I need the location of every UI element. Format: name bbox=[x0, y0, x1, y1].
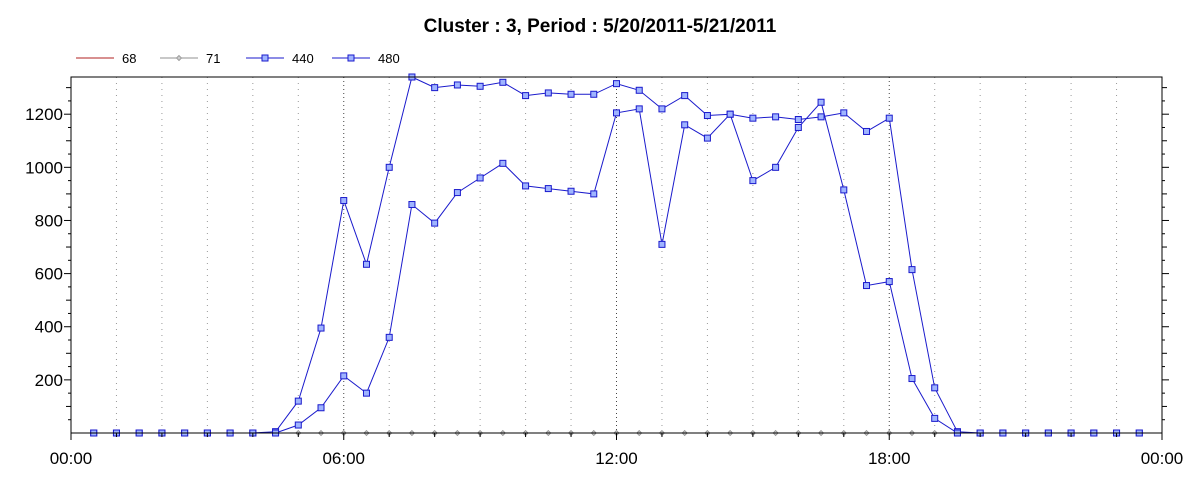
data-point-480 bbox=[476, 174, 484, 182]
data-point-440 bbox=[522, 92, 530, 100]
data-point-480 bbox=[431, 219, 439, 227]
x-tick-label: 06:00 bbox=[322, 449, 365, 468]
data-point-480 bbox=[908, 375, 916, 383]
chart-title: Cluster : 3, Period : 5/20/2011-5/21/201… bbox=[424, 16, 777, 37]
data-point-440 bbox=[885, 114, 893, 122]
data-point-480 bbox=[726, 110, 734, 118]
data-point-440 bbox=[613, 80, 620, 88]
data-point-440 bbox=[340, 197, 348, 205]
data-point-480 bbox=[772, 163, 780, 171]
data-point-440 bbox=[362, 260, 370, 268]
data-point-480 bbox=[794, 123, 802, 131]
data-point-440 bbox=[499, 78, 507, 86]
legend-label-68: 68 bbox=[122, 51, 136, 66]
x-tick-label: 00:00 bbox=[1141, 449, 1184, 468]
legend-marker-440 bbox=[261, 54, 269, 62]
data-point-440 bbox=[385, 163, 393, 171]
data-point-480 bbox=[294, 421, 302, 429]
data-point-440 bbox=[658, 105, 666, 113]
data-point-480 bbox=[408, 201, 416, 209]
data-point-480 bbox=[840, 186, 848, 194]
data-point-440 bbox=[453, 81, 461, 89]
y-tick-label: 600 bbox=[35, 265, 63, 284]
data-point-480 bbox=[522, 182, 530, 190]
data-point-480 bbox=[658, 240, 666, 248]
y-tick-label: 800 bbox=[35, 211, 63, 230]
data-point-480 bbox=[499, 159, 507, 167]
data-point-440 bbox=[703, 112, 711, 120]
data-point-440 bbox=[317, 324, 325, 332]
data-point-480 bbox=[590, 190, 598, 198]
data-point-440 bbox=[476, 82, 484, 90]
grid bbox=[115, 77, 1118, 433]
data-point-480 bbox=[863, 282, 871, 290]
data-point-480 bbox=[385, 333, 393, 341]
data-point-480 bbox=[544, 185, 552, 193]
data-point-440 bbox=[817, 113, 825, 121]
data-point-480 bbox=[635, 105, 643, 113]
data-point-440 bbox=[567, 90, 575, 98]
y-tick-label: 200 bbox=[35, 371, 63, 390]
data-point-480 bbox=[885, 278, 893, 286]
data-point-440 bbox=[544, 89, 552, 97]
data-point-440 bbox=[840, 109, 848, 117]
series-line-480 bbox=[93, 101, 1140, 434]
legend-marker-71 bbox=[175, 54, 183, 62]
data-point-480 bbox=[703, 134, 711, 142]
data-point-480 bbox=[453, 189, 461, 197]
data-point-480 bbox=[362, 389, 370, 397]
legend-label-71: 71 bbox=[206, 51, 220, 66]
x-tick-label: 00:00 bbox=[50, 449, 93, 468]
legend-label-480: 480 bbox=[378, 51, 400, 66]
y-tick-label: 1200 bbox=[25, 105, 63, 124]
data-point-440 bbox=[590, 90, 598, 98]
data-point-480 bbox=[317, 404, 325, 412]
data-point-440 bbox=[794, 116, 802, 124]
data-point-480 bbox=[613, 109, 620, 117]
data-point-440 bbox=[863, 127, 871, 135]
data-point-480 bbox=[749, 177, 757, 185]
data-point-440 bbox=[931, 384, 939, 392]
legend-label-440: 440 bbox=[292, 51, 314, 66]
y-tick-label: 1000 bbox=[25, 158, 63, 177]
data-point-480 bbox=[340, 372, 348, 380]
data-point-440 bbox=[908, 266, 916, 274]
plot-frame bbox=[70, 76, 1163, 434]
x-tick-label: 18:00 bbox=[868, 449, 911, 468]
legend-marker-480 bbox=[347, 54, 355, 62]
x-tick-label: 12:00 bbox=[595, 449, 638, 468]
data-point-440 bbox=[635, 86, 643, 94]
data-point-440 bbox=[431, 84, 439, 92]
data-point-480 bbox=[567, 187, 575, 195]
data-point-480 bbox=[931, 414, 939, 422]
data-point-440 bbox=[294, 397, 302, 405]
series-line-440 bbox=[93, 76, 1140, 434]
data-point-480 bbox=[681, 121, 689, 129]
legend: 68 71 440 480 bbox=[76, 51, 400, 66]
data-point-440 bbox=[681, 92, 689, 100]
axes: 00:00 06:00 12:00 18:00 00:00 200 400 600 800 100… bbox=[25, 87, 1184, 468]
data-point-440 bbox=[772, 113, 780, 121]
y-tick-label: 400 bbox=[35, 318, 63, 337]
data-point-440 bbox=[749, 114, 757, 122]
data-point-480 bbox=[817, 98, 825, 106]
